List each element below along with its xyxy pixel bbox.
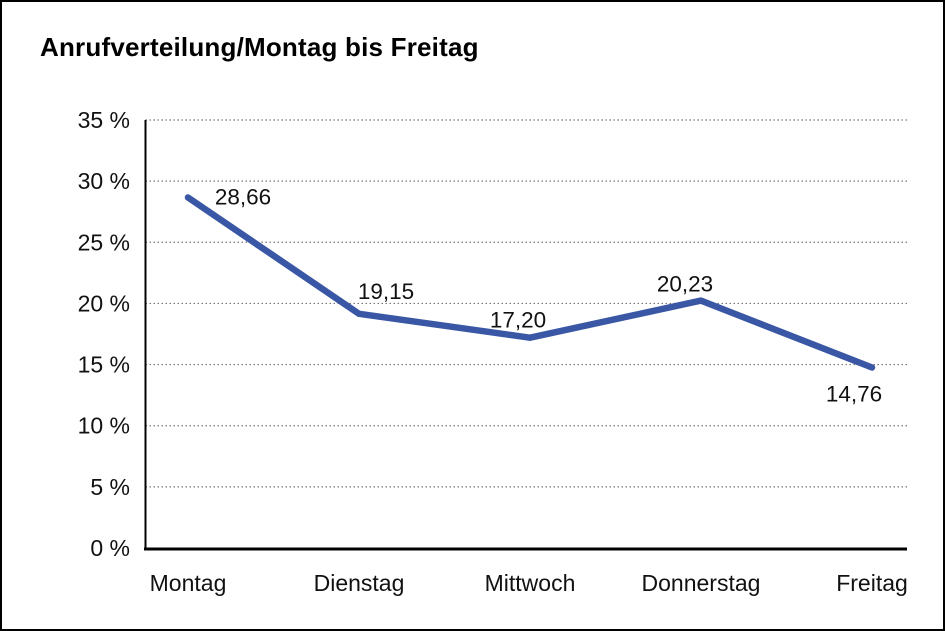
- data-point-label: 20,23: [657, 272, 713, 297]
- x-tick-label: Mittwoch: [485, 570, 576, 596]
- y-tick-label: 10 %: [78, 413, 130, 439]
- y-tick-label: 30 %: [78, 168, 130, 194]
- data-point-label: 17,20: [490, 308, 546, 333]
- data-point-label: 28,66: [215, 185, 271, 210]
- data-point-label: 14,76: [826, 382, 882, 407]
- series-line: [184, 194, 876, 371]
- x-tick-label: Montag: [150, 570, 227, 596]
- y-tick-label: 0 %: [90, 535, 130, 561]
- y-tick-label: 5 %: [90, 474, 130, 500]
- chart-title: Anrufverteilung/Montag bis Freitag: [40, 32, 479, 62]
- y-tick-label: 25 %: [78, 229, 130, 255]
- data-point-label: 19,15: [358, 279, 414, 304]
- y-tick-label: 35 %: [78, 107, 130, 133]
- x-tick-label: Dienstag: [314, 570, 405, 596]
- x-tick-label: Freitag: [836, 570, 908, 596]
- y-tick-label: 20 %: [78, 290, 130, 316]
- y-tick-label: 15 %: [78, 352, 130, 378]
- x-tick-label: Donnerstag: [642, 570, 761, 596]
